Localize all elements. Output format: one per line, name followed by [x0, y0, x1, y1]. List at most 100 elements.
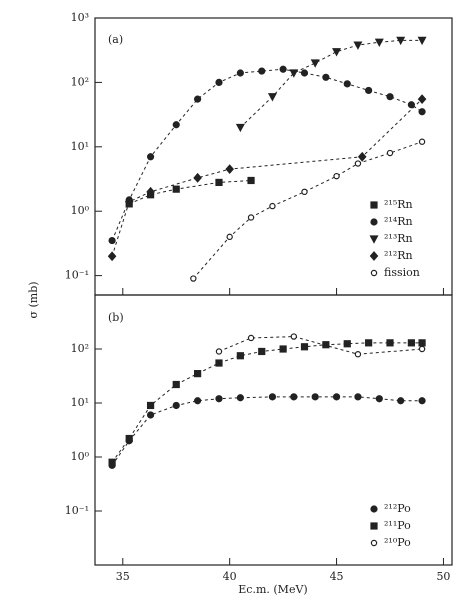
marker [300, 69, 309, 77]
marker [353, 41, 363, 50]
fit-line [111, 98, 423, 257]
legend-marker [370, 539, 378, 547]
legend-label: ²¹⁵Rn [384, 198, 413, 211]
marker [290, 393, 298, 401]
marker [300, 343, 309, 351]
marker [332, 48, 342, 57]
legend-label: ²¹²Rn [384, 249, 413, 262]
marker [418, 397, 426, 405]
marker [417, 94, 427, 105]
legend-marker [370, 218, 378, 226]
marker [310, 59, 320, 68]
marker [236, 352, 244, 360]
y-tick-label: 10⁻¹ [65, 504, 89, 517]
marker [215, 178, 223, 187]
legend-label: ²¹⁴Rn [384, 215, 413, 228]
marker [146, 401, 155, 410]
marker [108, 236, 116, 245]
marker [194, 95, 202, 103]
marker [258, 347, 266, 356]
marker [269, 202, 276, 210]
marker [332, 393, 341, 401]
x-tick-label: 35 [116, 570, 130, 583]
legend-label: ²¹³Rn [384, 232, 413, 245]
x-tick-label: 50 [436, 570, 450, 583]
legend-label: ²¹²Po [384, 502, 411, 515]
y-tick-label: 10⁰ [71, 450, 90, 463]
legend-label: fission [384, 266, 420, 279]
marker [172, 185, 180, 193]
marker [374, 38, 384, 48]
marker [407, 101, 415, 109]
y-tick-label: 10¹ [71, 396, 89, 409]
marker [289, 69, 299, 78]
marker [365, 339, 373, 347]
marker [215, 359, 223, 367]
marker [322, 73, 330, 81]
marker [247, 214, 255, 221]
y-tick-label: 10⁰ [71, 204, 90, 217]
marker [386, 339, 394, 347]
y-tick-label: 10³ [71, 11, 89, 24]
marker [418, 108, 426, 116]
legend-marker [370, 505, 378, 513]
y-tick-label: 10² [71, 75, 89, 88]
marker [108, 458, 116, 466]
legend-label: ²¹⁰Po [384, 536, 411, 549]
x-tick-label: 40 [223, 570, 237, 583]
marker [267, 93, 277, 102]
marker [124, 196, 134, 207]
fit-line [111, 396, 423, 466]
marker [215, 78, 223, 87]
marker [146, 186, 155, 197]
fit-line [240, 39, 423, 128]
marker [225, 164, 234, 175]
marker [354, 393, 362, 401]
marker [279, 65, 287, 73]
marker [258, 67, 266, 75]
panel-frame [94, 294, 453, 566]
marker [193, 172, 202, 183]
marker [417, 36, 427, 46]
marker [215, 348, 223, 355]
marker [386, 93, 394, 101]
marker [172, 121, 180, 129]
marker [418, 345, 426, 353]
marker [190, 275, 197, 282]
marker [226, 233, 233, 241]
marker [172, 380, 180, 389]
marker [343, 80, 351, 88]
y-tick-label: 10⁻¹ [65, 269, 89, 282]
marker [172, 401, 180, 410]
x-axis-label: Ec.m. (MeV) [238, 583, 307, 596]
x-tick-label: 45 [330, 570, 344, 583]
legend-marker [369, 235, 379, 244]
marker [333, 172, 340, 180]
marker [236, 69, 244, 77]
y-axis-label: σ (mb) [27, 281, 40, 318]
marker [290, 333, 298, 340]
marker [343, 340, 351, 348]
marker [386, 149, 394, 157]
marker [365, 86, 373, 95]
legend-marker [370, 522, 378, 530]
marker [396, 36, 406, 46]
marker [279, 345, 287, 353]
marker [146, 411, 155, 419]
marker [322, 341, 330, 349]
panel-label: (a) [108, 33, 123, 46]
marker [301, 188, 308, 196]
marker [418, 138, 426, 145]
marker [247, 334, 255, 342]
legend-label: ²¹¹Po [384, 519, 411, 532]
marker [311, 393, 319, 401]
marker [407, 339, 415, 347]
marker [418, 339, 426, 347]
marker [146, 153, 155, 161]
marker [247, 176, 255, 185]
marker [235, 123, 245, 133]
legend-marker [370, 201, 378, 209]
marker [215, 395, 223, 403]
marker [125, 434, 133, 443]
